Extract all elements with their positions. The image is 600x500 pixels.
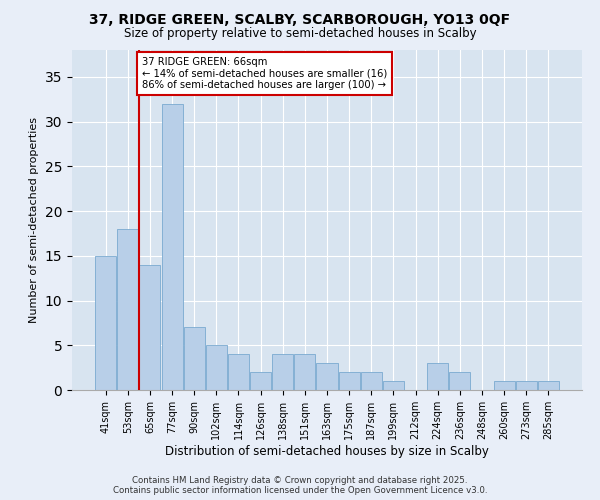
Bar: [118, 229, 139, 390]
Text: 37, RIDGE GREEN, SCALBY, SCARBOROUGH, YO13 0QF: 37, RIDGE GREEN, SCALBY, SCARBOROUGH, YO…: [89, 12, 511, 26]
Text: 37 RIDGE GREEN: 66sqm
← 14% of semi-detached houses are smaller (16)
86% of semi: 37 RIDGE GREEN: 66sqm ← 14% of semi-deta…: [142, 57, 387, 90]
Bar: [272, 354, 293, 390]
Bar: [383, 381, 404, 390]
Bar: [538, 381, 559, 390]
Bar: [361, 372, 382, 390]
Bar: [206, 346, 227, 390]
Bar: [228, 354, 249, 390]
Bar: [515, 381, 536, 390]
Bar: [161, 104, 182, 390]
Bar: [427, 363, 448, 390]
Text: Contains HM Land Registry data © Crown copyright and database right 2025.
Contai: Contains HM Land Registry data © Crown c…: [113, 476, 487, 495]
Bar: [95, 256, 116, 390]
X-axis label: Distribution of semi-detached houses by size in Scalby: Distribution of semi-detached houses by …: [165, 444, 489, 458]
Bar: [338, 372, 359, 390]
Bar: [494, 381, 515, 390]
Bar: [250, 372, 271, 390]
Text: Size of property relative to semi-detached houses in Scalby: Size of property relative to semi-detach…: [124, 28, 476, 40]
Y-axis label: Number of semi-detached properties: Number of semi-detached properties: [29, 117, 39, 323]
Bar: [139, 264, 160, 390]
Bar: [184, 328, 205, 390]
Bar: [449, 372, 470, 390]
Bar: [316, 363, 338, 390]
Bar: [295, 354, 316, 390]
